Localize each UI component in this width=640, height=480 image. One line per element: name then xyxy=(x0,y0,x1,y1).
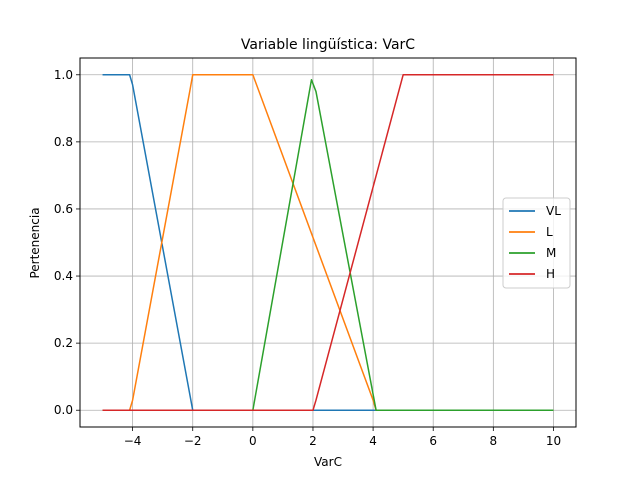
legend-label-l: L xyxy=(546,225,553,239)
legend-label-vl: VL xyxy=(546,204,561,218)
y-tick-label: 0.2 xyxy=(54,336,73,350)
x-axis-label: VarC xyxy=(314,455,342,469)
plot-area-frame xyxy=(79,57,577,428)
y-tick-label: 0.0 xyxy=(54,403,73,417)
axis-ticks: −4 −2 0 2 4 6 8 10 0.0 0.2 0.4 0.6 0.8 1.0 xyxy=(54,68,561,448)
x-tick-label: 10 xyxy=(546,434,561,448)
x-tick-label: 0 xyxy=(249,434,257,448)
x-tick-label: 2 xyxy=(309,434,317,448)
y-tick-label: 0.4 xyxy=(54,269,73,283)
x-tick-label: −4 xyxy=(124,434,142,448)
x-tick-label: 8 xyxy=(490,434,498,448)
x-tick-label: 4 xyxy=(369,434,377,448)
y-tick-label: 0.6 xyxy=(54,202,73,216)
chart-title: Variable lingüística: VarC xyxy=(241,37,415,53)
legend-label-m: M xyxy=(546,246,556,260)
series-lines xyxy=(102,74,554,411)
x-tick-label: 6 xyxy=(429,434,437,448)
legend: VL LMH xyxy=(502,197,571,289)
legend-label-h: H xyxy=(546,267,555,281)
x-tick-label: −2 xyxy=(184,434,202,448)
series-line-h xyxy=(102,74,554,411)
y-tick-label: 1.0 xyxy=(54,68,73,82)
y-axis-label: Pertenencia xyxy=(28,207,42,278)
legend-box xyxy=(502,197,571,289)
y-tick-label: 0.8 xyxy=(54,135,73,149)
